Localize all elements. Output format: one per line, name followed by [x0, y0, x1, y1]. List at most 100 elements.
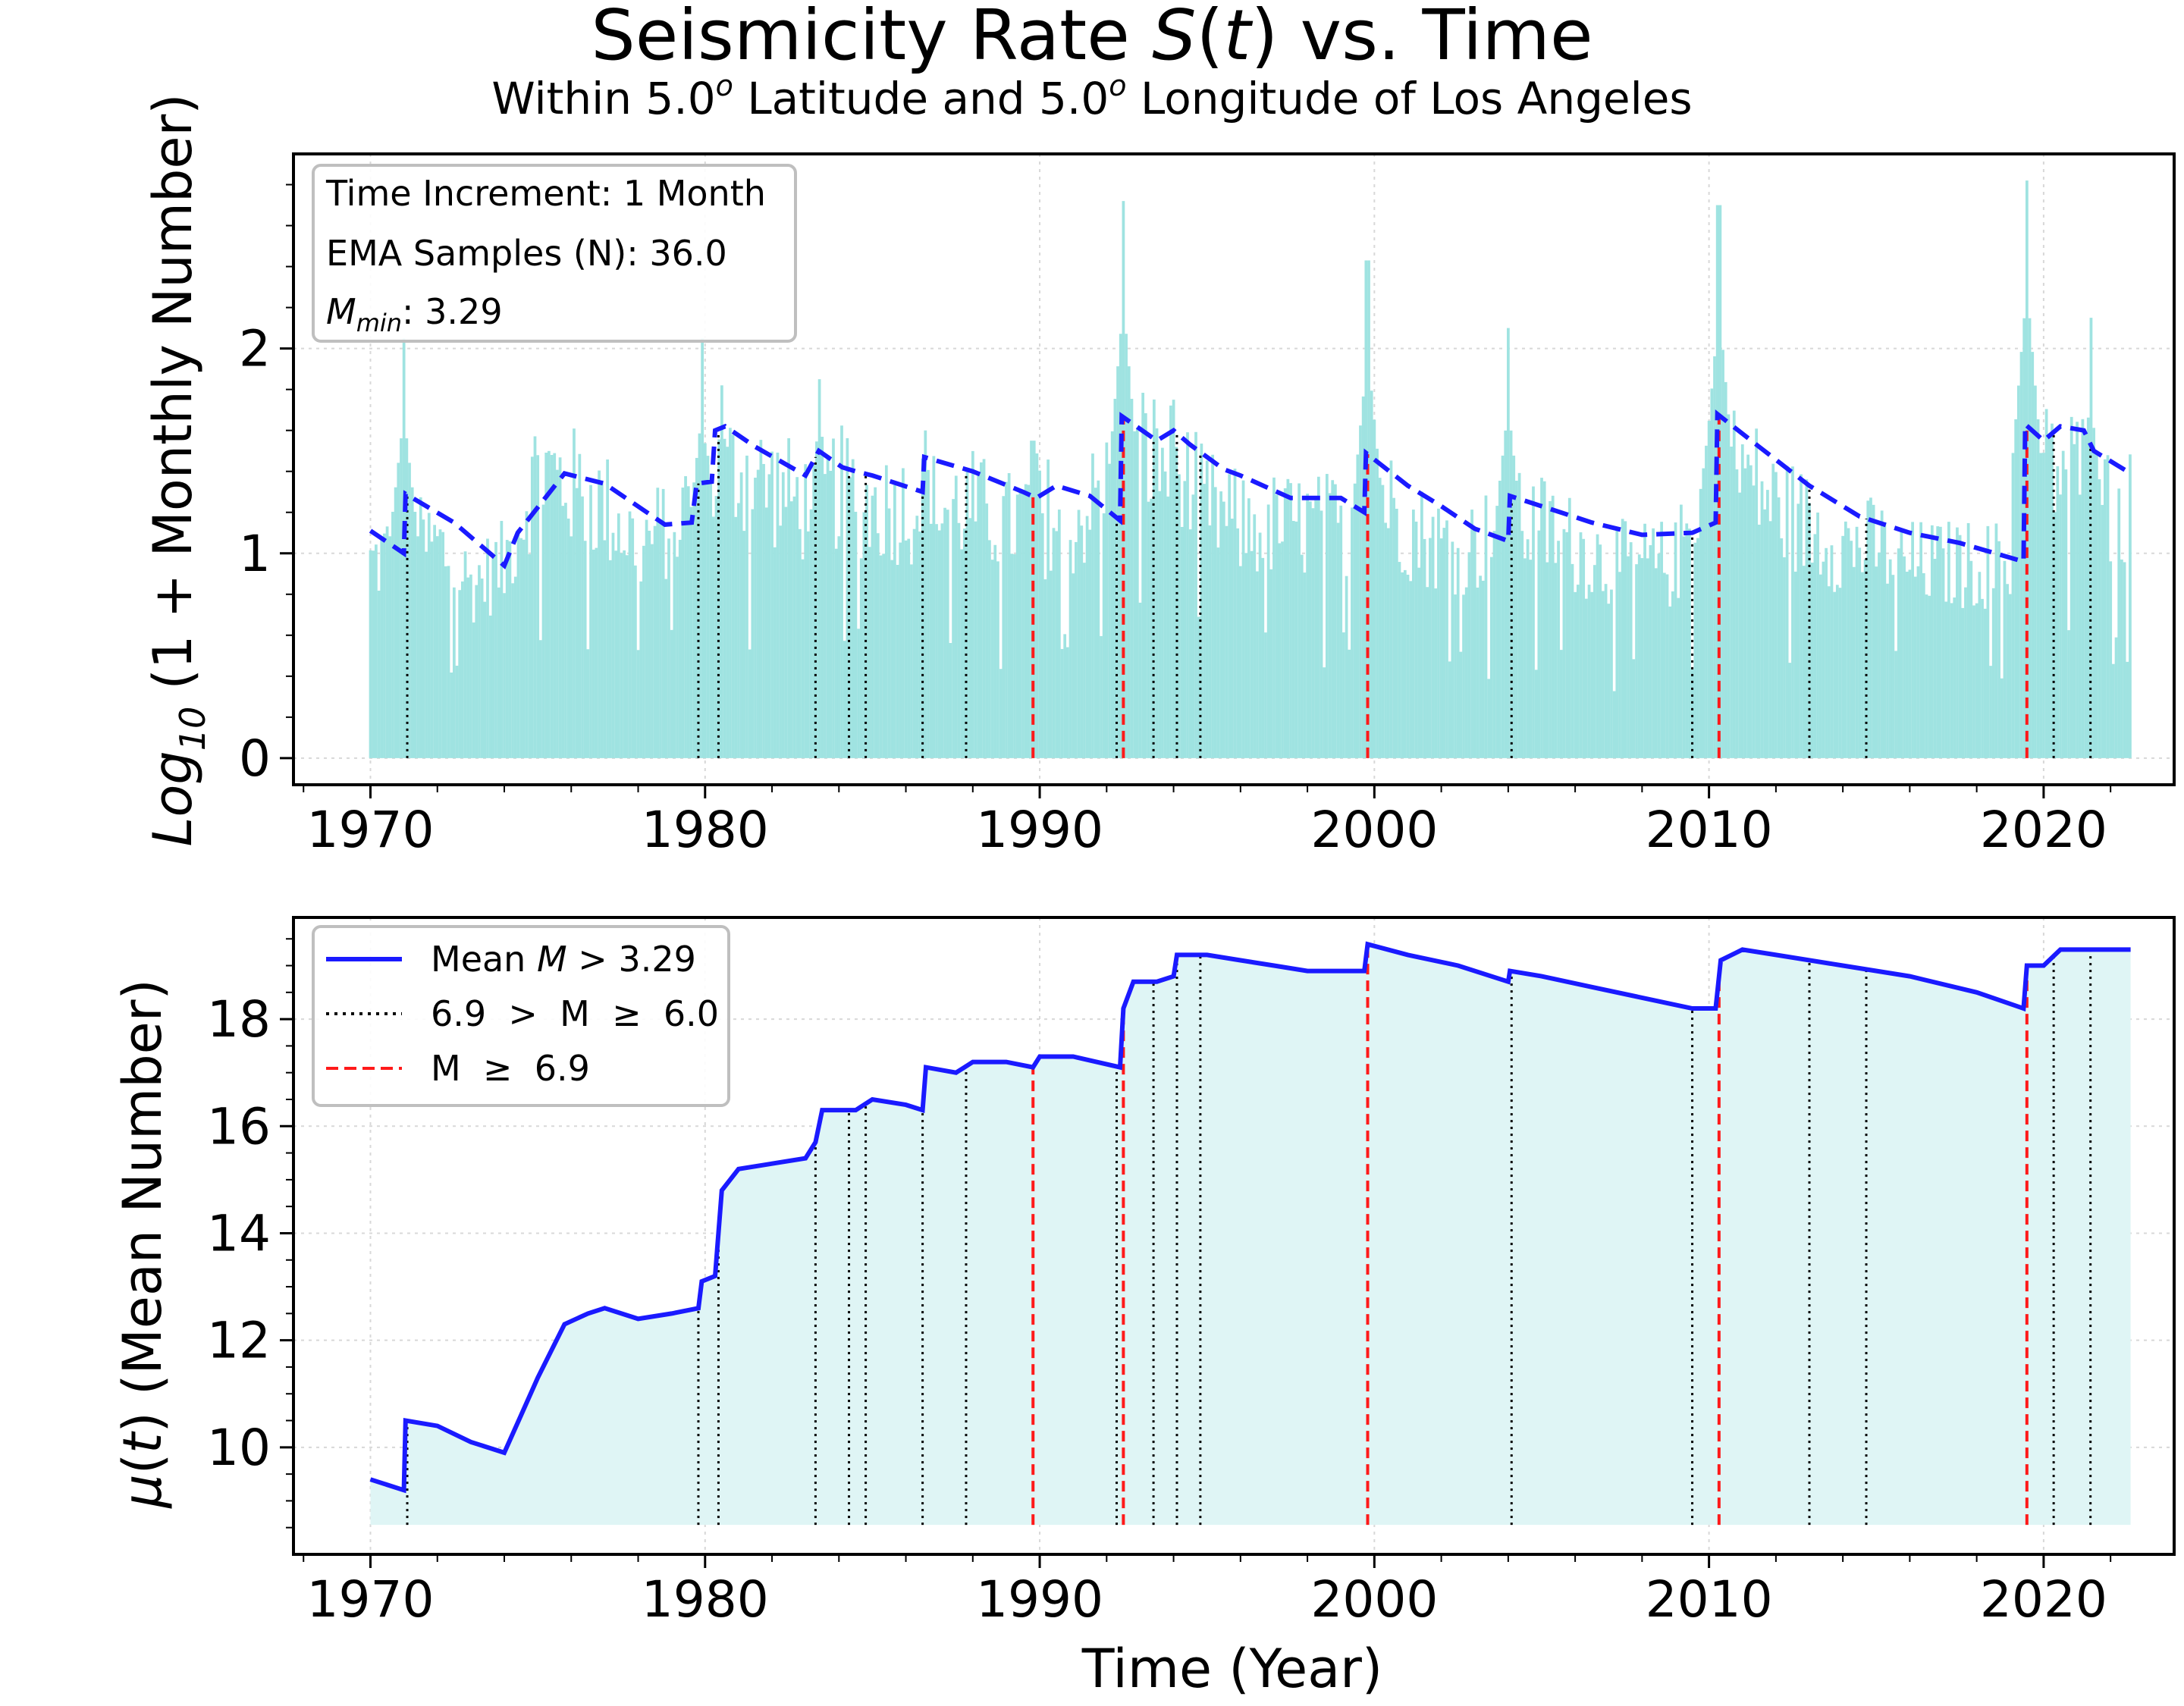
monthly-bar [1451, 541, 1454, 758]
monthly-bar [1989, 666, 1992, 758]
monthly-bar [1545, 562, 1549, 758]
monthly-bar [2064, 469, 2068, 758]
monthly-bar [1281, 541, 1284, 758]
monthly-bar [1116, 366, 1119, 758]
monthly-bar [907, 538, 911, 758]
monthly-bar [1233, 469, 1237, 758]
monthly-bar [1479, 575, 1482, 758]
monthly-bar [1621, 519, 1624, 758]
monthly-bar [1191, 494, 1195, 758]
monthly-bar [1981, 598, 1984, 758]
monthly-bar [723, 438, 726, 758]
monthly-bar [1562, 528, 1566, 758]
monthly-bar [1888, 559, 1892, 758]
monthly-bar [1805, 479, 1809, 758]
monthly-bar [1261, 557, 1265, 758]
monthly-bar [1097, 480, 1100, 758]
monthly-bar [1735, 469, 1739, 758]
monthly-bar [1863, 559, 1867, 758]
monthly-bar [405, 438, 409, 758]
monthly-bar [1247, 498, 1250, 758]
monthly-bar [1088, 529, 1092, 758]
monthly-bar [767, 474, 771, 758]
monthly-bar [1294, 521, 1298, 758]
monthly-bar [751, 509, 755, 758]
monthly-bar [692, 482, 695, 758]
monthly-bar [1830, 545, 1834, 758]
monthly-bar [1411, 510, 1415, 758]
monthly-bar [422, 519, 425, 758]
legend: Mean M > 3.29 6.9 > M ≥ 6.0 M ≥ 6.9 [312, 925, 730, 1107]
monthly-bar [893, 485, 896, 758]
monthly-bar [798, 528, 802, 758]
monthly-bar [1624, 521, 1627, 758]
info-ema-samples: EMA Samples (N): 36.0 [326, 233, 727, 274]
monthly-bar [1969, 560, 1973, 758]
monthly-bar [631, 518, 635, 758]
monthly-bar [1138, 602, 1142, 758]
monthly-bar [419, 497, 422, 758]
monthly-bar [1997, 541, 2000, 758]
monthly-bar [544, 452, 548, 758]
monthly-bar [2126, 661, 2129, 758]
monthly-bar [1540, 478, 1543, 758]
monthly-bar [1654, 568, 1658, 758]
monthly-bar [548, 450, 551, 758]
monthly-bar [1484, 495, 1488, 758]
monthly-bar [834, 548, 838, 758]
monthly-bar [1730, 447, 1733, 758]
monthly-bar [1180, 526, 1184, 758]
monthly-bar [1690, 669, 1694, 758]
top-xtick-label-1980: 1980 [642, 801, 769, 859]
monthly-bar [397, 463, 400, 758]
monthly-bar [1916, 566, 1920, 758]
monthly-bar [1939, 526, 1942, 758]
monthly-bar [1464, 587, 1468, 758]
ema-line [369, 409, 2132, 569]
monthly-bar [1065, 647, 1069, 758]
monthly-bar [1392, 497, 1395, 758]
monthly-bar [2006, 584, 2010, 758]
monthly-bar [1565, 532, 1568, 758]
monthly-bar [2078, 494, 2082, 758]
monthly-bar [988, 540, 991, 758]
mean-line [369, 941, 2131, 1494]
monthly-bar [435, 536, 439, 758]
monthly-bar [377, 591, 381, 758]
monthly-bar [438, 529, 442, 758]
monthly-bar [2092, 428, 2096, 758]
monthly-bar [979, 462, 983, 758]
monthly-bar [781, 472, 785, 758]
monthly-bar [2081, 419, 2085, 758]
monthly-bar [461, 581, 464, 758]
monthly-bar [550, 455, 554, 758]
monthly-bar [656, 488, 660, 758]
monthly-bar [2028, 318, 2032, 758]
monthly-bar [606, 459, 609, 758]
monthly-bar [1850, 541, 1853, 758]
monthly-bar [2061, 450, 2065, 758]
monthly-bar [1342, 632, 1345, 758]
monthly-bar [1205, 460, 1209, 758]
monthly-bar [824, 474, 827, 758]
monthly-bar [912, 528, 916, 758]
legend-label-moderate: 6.9 > M ≥ 6.0 [431, 993, 719, 1034]
monthly-bar [1236, 528, 1240, 758]
monthly-bar [1627, 556, 1630, 758]
monthly-bar [940, 523, 944, 758]
monthly-bar [530, 456, 534, 758]
monthly-bar [734, 516, 738, 758]
monthly-bar [2031, 352, 2035, 758]
monthly-bar [2000, 678, 2004, 758]
monthly-bar [698, 433, 701, 758]
monthly-bar [1230, 519, 1234, 758]
monthly-bar [1055, 531, 1059, 758]
monthly-bar [427, 513, 431, 758]
monthly-bar [1314, 500, 1318, 758]
monthly-bar [1323, 667, 1326, 758]
monthly-bar [1763, 509, 1767, 758]
monthly-bar [1911, 522, 1914, 758]
monthly-bar [642, 545, 645, 758]
monthly-bar [592, 549, 595, 758]
monthly-bar [1827, 586, 1831, 758]
